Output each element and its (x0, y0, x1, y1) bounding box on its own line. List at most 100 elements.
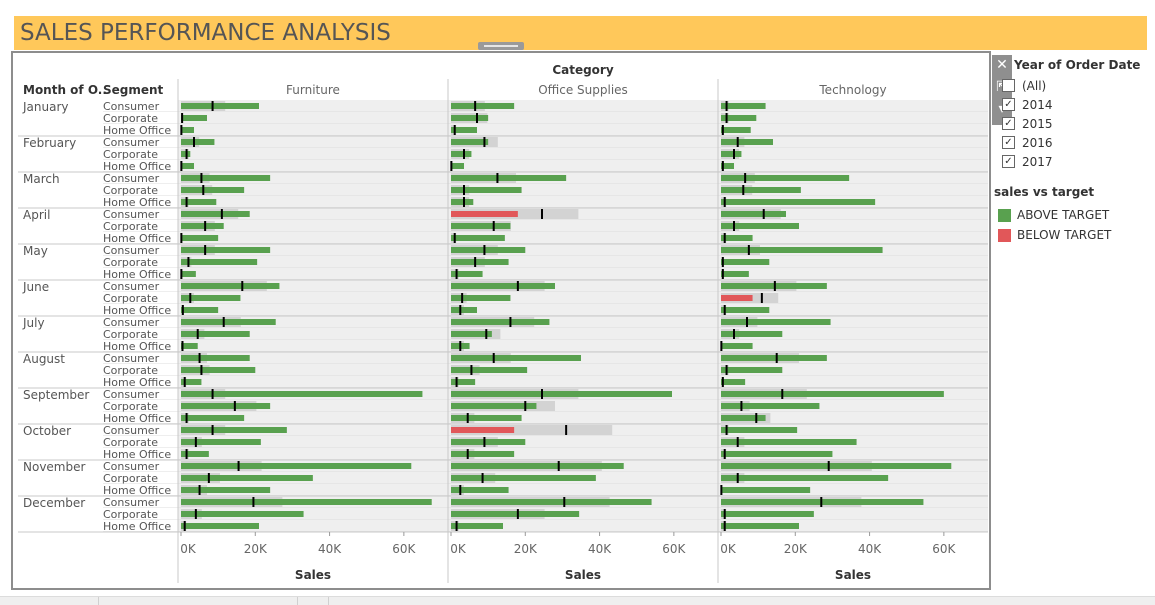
sales-bar (181, 391, 423, 397)
category-header: Office Supplies (538, 83, 628, 97)
segment-label: Consumer (103, 424, 160, 437)
sales-bar (451, 439, 526, 445)
filter-title: Year of Order Date (1014, 58, 1141, 72)
filter-option-label: 2017 (1022, 154, 1053, 169)
filter-option[interactable]: ✓ 2014 (1002, 95, 1154, 114)
checkbox-icon[interactable]: ✓ (1002, 136, 1015, 149)
sheet-tab[interactable] (0, 597, 99, 605)
sales-bar (451, 139, 489, 145)
segment-label: Corporate (103, 184, 158, 197)
filter-option[interactable]: (All) (1002, 76, 1154, 95)
popout-icon[interactable]: ⇱ (992, 77, 1012, 97)
legend-item[interactable]: BELOW TARGET (998, 225, 1154, 245)
month-label: November (23, 460, 85, 474)
sales-bar (721, 199, 876, 205)
sales-bar (181, 367, 256, 373)
sales-bar (181, 211, 250, 217)
sales-bar (181, 103, 259, 109)
segment-label: Home Office (103, 412, 171, 425)
segment-label: Home Office (103, 232, 171, 245)
sales-bar (451, 427, 515, 433)
drag-handle[interactable] (478, 42, 524, 50)
checkbox-icon[interactable]: ✓ (1002, 117, 1015, 130)
filter-option[interactable]: ✓ 2016 (1002, 133, 1154, 152)
x-tick-label: 60K (392, 542, 416, 556)
sales-bar (181, 499, 432, 505)
checkbox-icon[interactable]: ✓ (1002, 155, 1015, 168)
sales-bar (451, 523, 503, 529)
sales-bar (451, 235, 505, 241)
segment-label: Corporate (103, 148, 158, 161)
sheet-tab[interactable] (99, 597, 298, 605)
sales-bar (451, 259, 509, 265)
segment-label: Consumer (103, 352, 160, 365)
filter-option[interactable]: ✓ 2015 (1002, 114, 1154, 133)
segment-label: Consumer (103, 244, 160, 257)
sales-bar (451, 295, 511, 301)
bullet-chart: Category Month of O..Segment Furniture Offi… (18, 63, 988, 583)
segment-label: Consumer (103, 280, 160, 293)
legend-swatch (998, 208, 1011, 222)
segment-label: Home Office (103, 340, 171, 353)
filter-option[interactable]: ✓ 2017 (1002, 152, 1154, 171)
segment-label: Consumer (103, 100, 160, 113)
sales-bar (181, 463, 412, 469)
segment-label: Corporate (103, 328, 158, 341)
sales-bar (181, 271, 196, 277)
sales-bar (181, 247, 271, 253)
row-header-month: Month of O.. (23, 83, 107, 97)
sales-bar (721, 319, 831, 325)
sales-bar (451, 211, 518, 217)
sales-bar (721, 259, 770, 265)
legend-item[interactable]: ABOVE TARGET (998, 205, 1154, 225)
x-tick-label: 0K (450, 542, 467, 556)
sales-bar (181, 475, 313, 481)
sheet-tab[interactable] (298, 597, 329, 605)
segment-label: Home Office (103, 124, 171, 137)
month-label: October (23, 424, 71, 438)
sales-bar (721, 103, 766, 109)
month-label: February (23, 136, 76, 150)
segment-label: Home Office (103, 304, 171, 317)
sales-bar (721, 391, 944, 397)
sales-bar (181, 439, 261, 445)
checkbox-icon[interactable]: ✓ (1002, 98, 1015, 111)
sales-bar (451, 175, 567, 181)
segment-label: Corporate (103, 292, 158, 305)
sales-bar (451, 331, 492, 337)
sales-bar (451, 391, 672, 397)
sales-bar (181, 487, 271, 493)
sales-bar (451, 499, 652, 505)
sales-bar (451, 127, 477, 133)
segment-label: Consumer (103, 496, 160, 509)
month-label: August (23, 352, 65, 366)
sales-bar (721, 127, 751, 133)
sales-bar (451, 415, 522, 421)
checkbox-icon[interactable] (1002, 79, 1015, 92)
sales-bar (721, 247, 883, 253)
x-tick-label: 40K (858, 542, 882, 556)
sales-bar (721, 343, 753, 349)
segment-label: Corporate (103, 364, 158, 377)
filter-list: (All) ✓ 2014 ✓ 2015 ✓ 2016 ✓ 2017 (994, 76, 1154, 171)
sales-bar (451, 151, 472, 157)
sales-bar (451, 283, 555, 289)
sales-bar (721, 355, 827, 361)
sales-bar (181, 427, 287, 433)
filter-option-label: (All) (1022, 78, 1047, 93)
close-icon[interactable]: ✕ (996, 57, 1008, 73)
sales-bar (721, 235, 753, 241)
sales-bar (181, 139, 215, 145)
segment-label: Home Office (103, 160, 171, 173)
sales-bar (451, 271, 483, 277)
sales-bar (721, 139, 773, 145)
sales-bar (721, 511, 814, 517)
sales-bar (181, 259, 258, 265)
sales-bar (451, 115, 489, 121)
sales-bar (721, 379, 746, 385)
sales-bar (721, 223, 799, 229)
sales-bar (721, 427, 798, 433)
segment-label: Home Office (103, 520, 171, 533)
legend-title: sales vs target (994, 185, 1095, 199)
legend-label: ABOVE TARGET (1017, 208, 1110, 222)
